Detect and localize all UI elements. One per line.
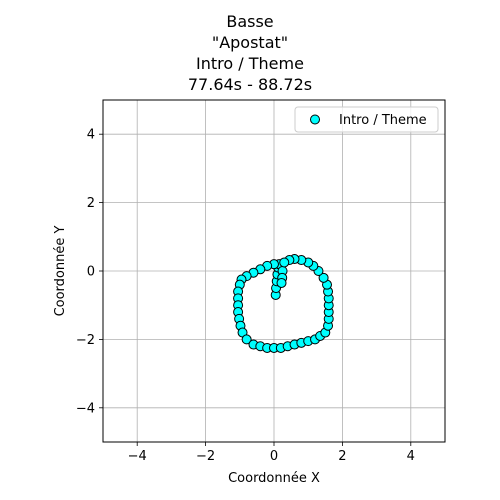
legend-marker bbox=[310, 114, 320, 125]
x-tick-label: 0 bbox=[270, 449, 278, 464]
legend: Intro / Theme bbox=[294, 106, 439, 133]
scatter-points bbox=[233, 254, 334, 353]
scatter-point bbox=[318, 272, 329, 283]
y-tick-label: 0 bbox=[87, 265, 95, 280]
y-axis-label: Coordonnée Y bbox=[53, 226, 68, 317]
y-tick-label: 2 bbox=[87, 196, 95, 211]
y-tick-label: −2 bbox=[76, 333, 95, 348]
chart-title-line-4: 77.64s - 88.72s bbox=[187, 75, 313, 94]
x-tick-label: 4 bbox=[407, 449, 415, 464]
chart-title-line-3: Intro / Theme bbox=[196, 54, 304, 73]
x-tick-label: 2 bbox=[338, 449, 346, 464]
legend-box bbox=[294, 106, 439, 133]
scatter-point bbox=[276, 277, 287, 288]
chart-title-line-1: Basse bbox=[226, 12, 274, 31]
grid bbox=[103, 100, 445, 442]
chart-title-line-2: "Apostat" bbox=[211, 33, 289, 52]
scatter-point bbox=[241, 334, 252, 345]
x-tick-label: −4 bbox=[128, 449, 147, 464]
scatter-point bbox=[279, 257, 290, 268]
x-axis-label: Coordonnée X bbox=[228, 471, 320, 486]
x-tick-label: −2 bbox=[196, 449, 215, 464]
y-tick-label: 4 bbox=[87, 128, 95, 143]
axis-ticks: −4 −2 0 2 4 −4 −2 0 2 4 bbox=[76, 128, 415, 464]
y-tick-label: −4 bbox=[76, 401, 95, 416]
legend-label: Intro / Theme bbox=[339, 113, 427, 128]
